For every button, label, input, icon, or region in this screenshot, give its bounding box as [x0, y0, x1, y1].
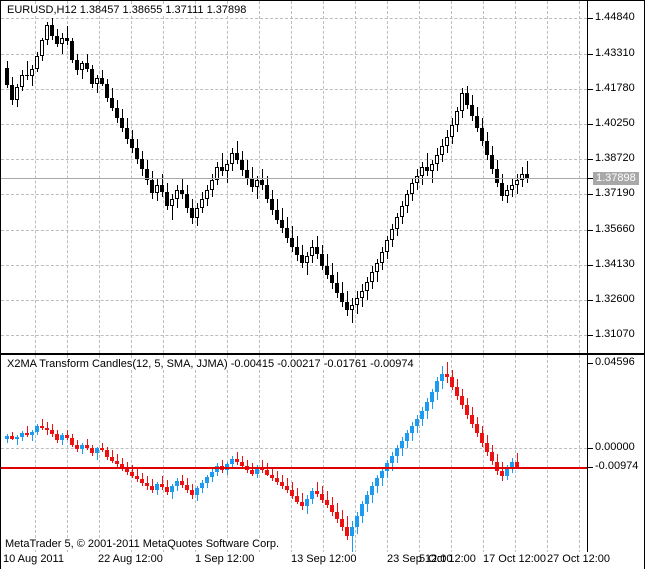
indicator-pane-header: X2MA Transform Candles(12, 5, SMA, JJMA)…	[6, 358, 415, 370]
vertical-gridline	[67, 355, 68, 568]
scale-label: -0.00974	[595, 460, 639, 472]
vertical-gridline	[355, 355, 356, 568]
scale-label: 1.40250	[595, 117, 635, 129]
scale-tick	[588, 265, 593, 266]
scale-tick	[588, 54, 593, 55]
vertical-gridline	[515, 1, 516, 353]
vertical-gridline	[99, 1, 100, 353]
vertical-gridline	[419, 355, 420, 568]
time-axis-label: 17 Oct 12:00	[483, 553, 546, 565]
scale-label: 0.00000	[595, 441, 635, 453]
horizontal-gridline	[1, 265, 587, 266]
vertical-gridline	[259, 355, 260, 568]
horizontal-gridline	[1, 54, 587, 55]
scale-tick	[588, 159, 593, 160]
vertical-gridline	[131, 355, 132, 568]
horizontal-gridline	[1, 335, 587, 336]
vertical-gridline	[163, 1, 164, 353]
scale-label: 1.31070	[595, 328, 635, 340]
vertical-gridline	[195, 1, 196, 353]
vertical-gridline	[35, 1, 36, 353]
scale-tick	[588, 363, 593, 364]
horizontal-gridline	[1, 89, 587, 90]
scale-label: 1.37190	[595, 187, 635, 199]
scale-tick	[588, 89, 593, 90]
scale-tick	[588, 194, 593, 195]
vertical-gridline	[483, 355, 484, 568]
vertical-gridline	[579, 355, 580, 568]
time-axis-label: 22 Aug 12:00	[98, 553, 163, 565]
scale-tick	[588, 230, 593, 231]
scale-tick	[588, 300, 593, 301]
time-axis-label: 27 Oct 12:00	[547, 553, 610, 565]
vertical-gridline	[131, 1, 132, 353]
scale-label: 1.35660	[595, 223, 635, 235]
indicator-plot-area[interactable]	[1, 355, 587, 568]
vertical-gridline	[547, 1, 548, 353]
vertical-gridline	[579, 1, 580, 353]
time-axis-label: 23 Sep 12:00	[387, 553, 453, 565]
scale-tick	[588, 124, 593, 125]
horizontal-gridline	[1, 18, 587, 19]
horizontal-gridline	[1, 124, 587, 125]
horizontal-gridline	[1, 300, 587, 301]
scale-tick	[588, 467, 593, 468]
price-pane-header: EURUSD,H12 1.38457 1.38655 1.37111 1.378…	[6, 4, 248, 16]
copyright-label: MetaTrader 5, © 2001-2011 MetaQuotes Sof…	[5, 538, 280, 550]
scale-label: 1.41780	[595, 82, 635, 94]
time-axis-label: 13 Sep 12:00	[291, 553, 357, 565]
scale-label: 1.38720	[595, 152, 635, 164]
vertical-gridline	[35, 355, 36, 568]
current-price-label: 1.37898	[593, 172, 639, 185]
vertical-gridline	[323, 355, 324, 568]
vertical-gridline	[419, 1, 420, 353]
vertical-gridline	[291, 1, 292, 353]
scale-label: 1.43310	[595, 47, 635, 59]
price-scale[interactable]: 1.44840 1.43310 1.41780 1.40250 1.38720 1.371…	[587, 1, 644, 353]
indicator-level-line	[1, 467, 587, 469]
horizontal-gridline	[1, 230, 587, 231]
scale-tick	[588, 335, 593, 336]
price-pane[interactable]: 1.44840 1.43310 1.41780 1.40250 1.38720 1.371…	[1, 1, 644, 353]
vertical-gridline	[483, 1, 484, 353]
vertical-gridline	[259, 1, 260, 353]
vertical-gridline	[451, 1, 452, 353]
scale-tick	[588, 178, 593, 179]
vertical-gridline	[163, 355, 164, 568]
scale-tick	[588, 448, 593, 449]
horizontal-gridline	[1, 159, 587, 160]
scale-label: 1.32600	[595, 293, 635, 305]
vertical-gridline	[547, 355, 548, 568]
time-axis: 10 Aug 2011 22 Aug 12:00 1 Sep 12:00 13 Sep…	[1, 552, 644, 569]
scale-label: 0.04596	[595, 356, 635, 368]
scale-label: 1.34130	[595, 258, 635, 270]
vertical-gridline	[67, 1, 68, 353]
price-plot-area[interactable]	[1, 1, 587, 353]
time-axis-label: 10 Aug 2011	[3, 553, 64, 565]
time-axis-label: 1 Sep 12:00	[195, 553, 255, 565]
vertical-gridline	[195, 355, 196, 568]
pane-divider[interactable]	[1, 353, 644, 355]
scale-tick	[588, 18, 593, 19]
vertical-gridline	[323, 1, 324, 353]
current-price-line	[1, 178, 587, 179]
vertical-gridline	[291, 355, 292, 568]
vertical-gridline	[99, 355, 100, 568]
vertical-gridline	[387, 1, 388, 353]
time-axis-label: 5 Oct 12:00	[419, 553, 476, 565]
scale-label: 1.44840	[595, 11, 635, 23]
